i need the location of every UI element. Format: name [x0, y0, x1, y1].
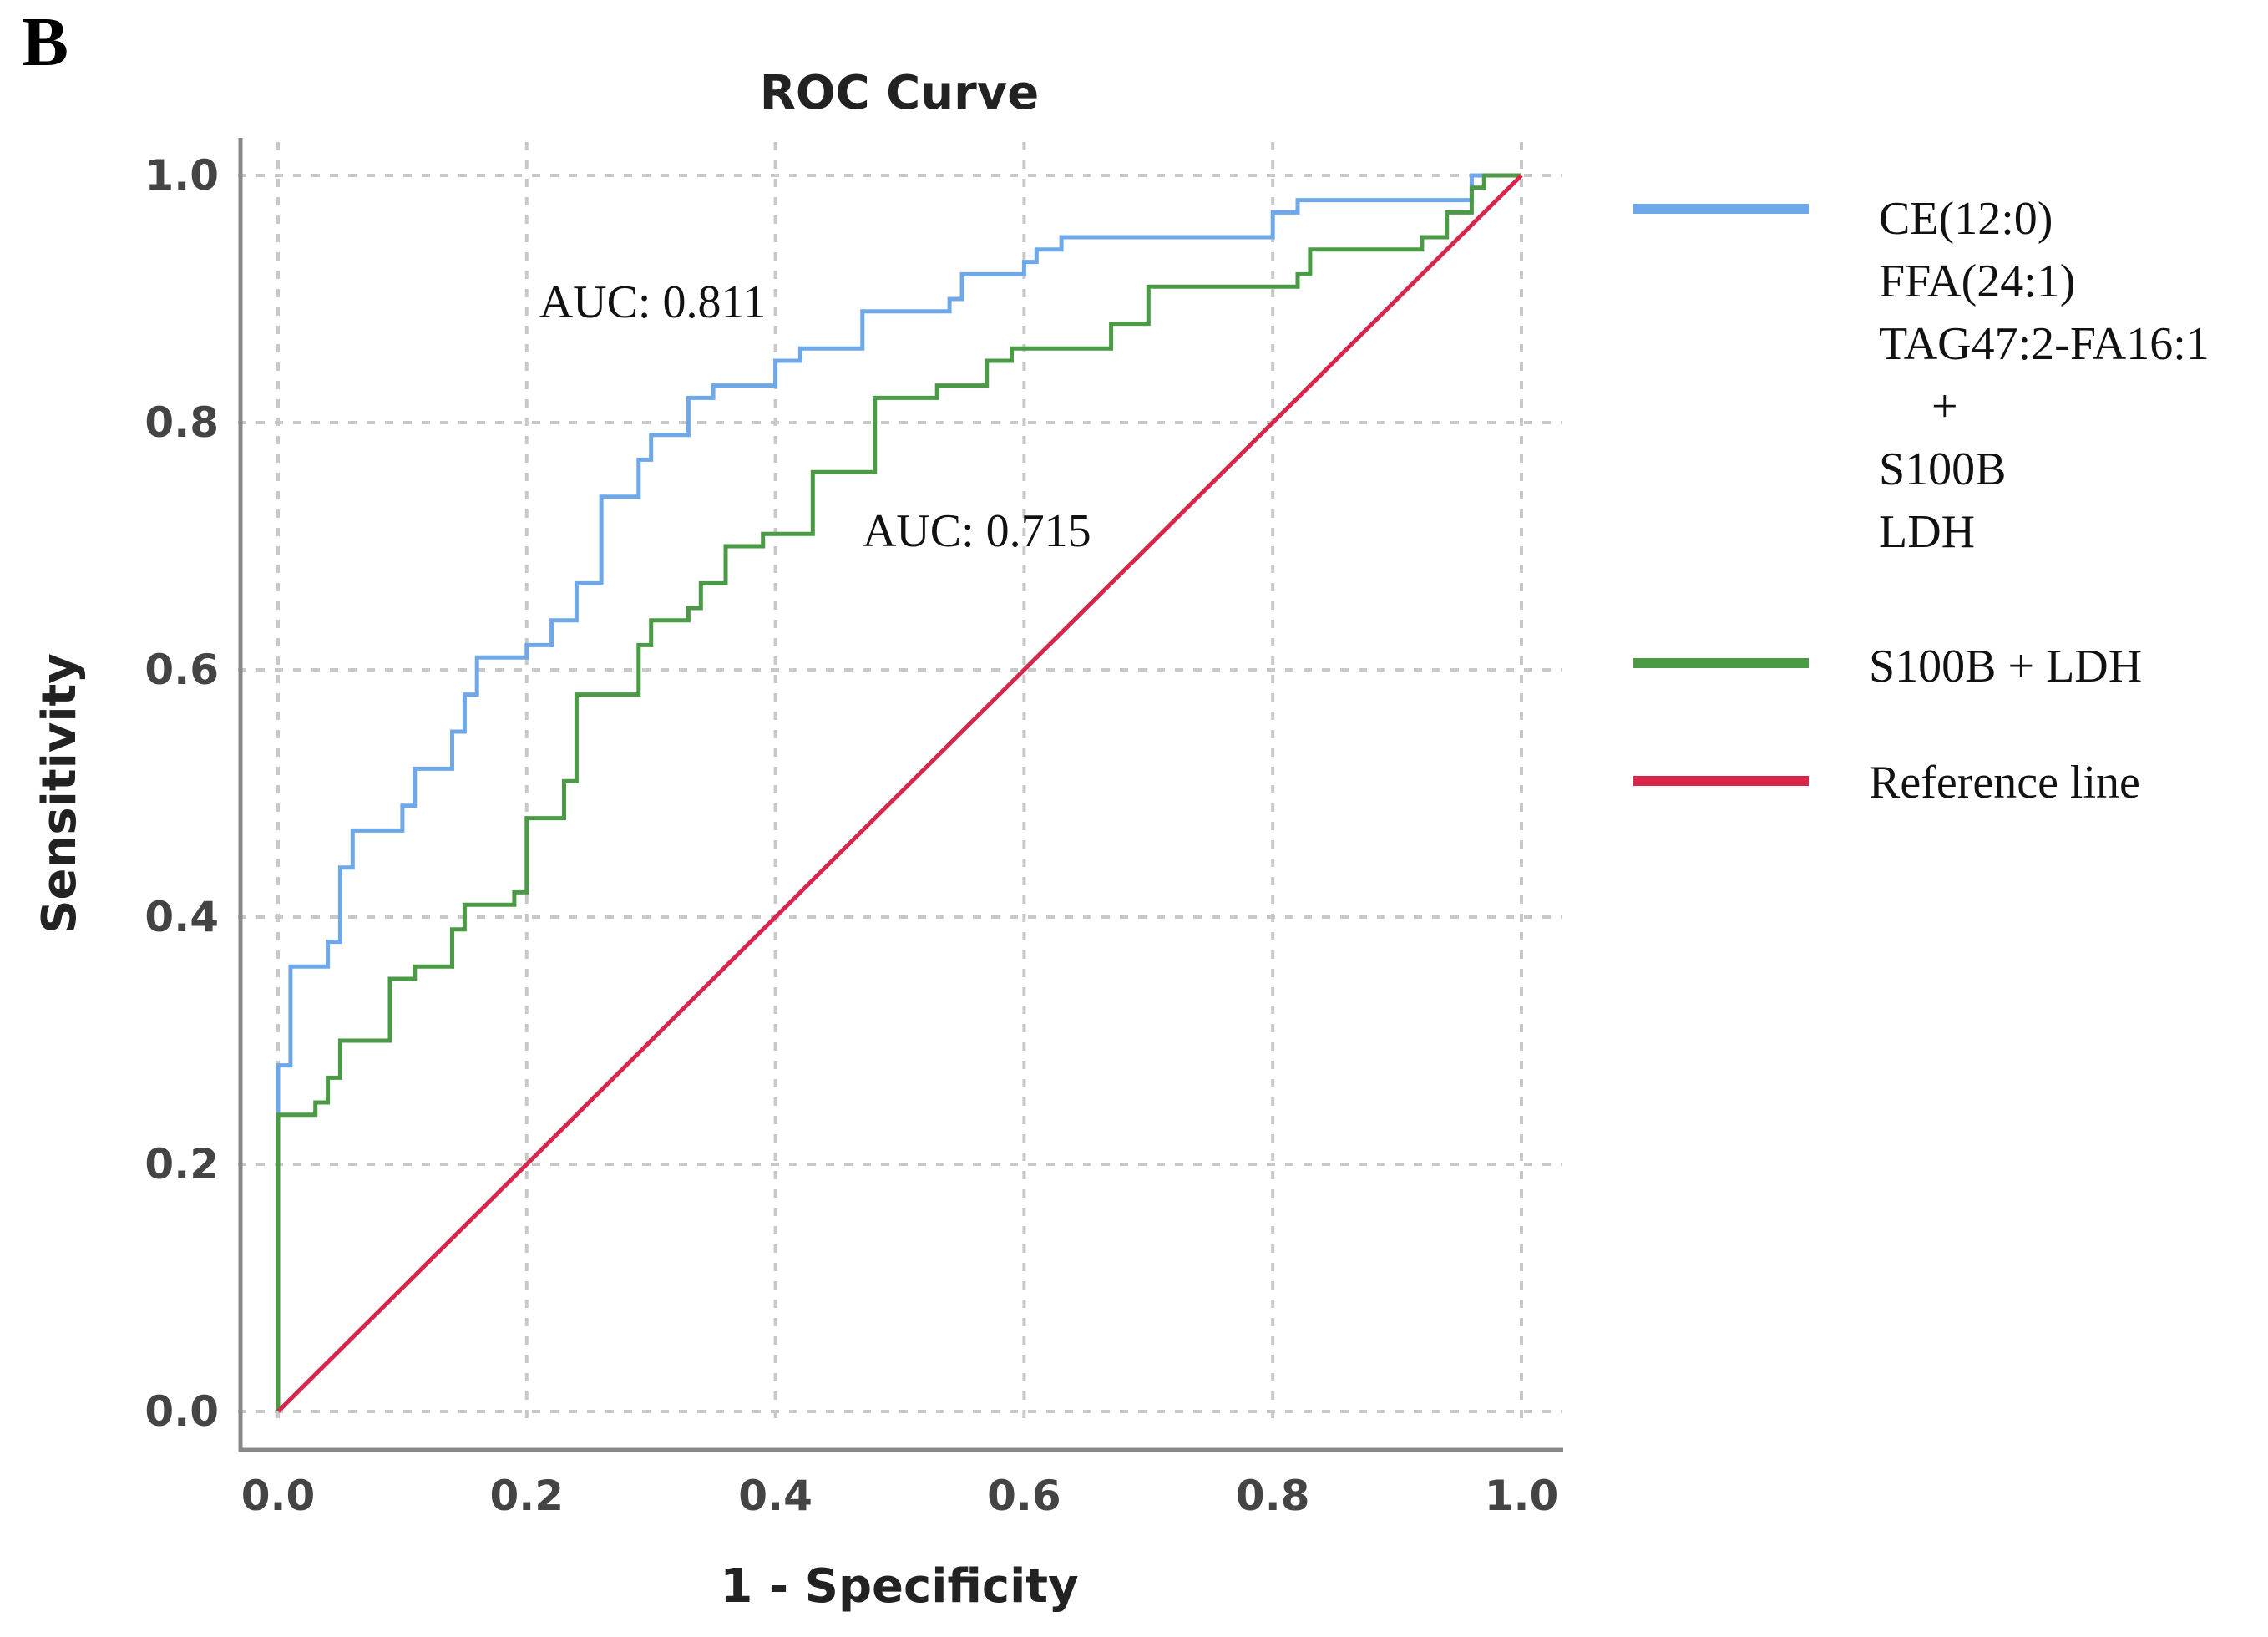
x-axis-label: 1 - Specificity [720, 1559, 1078, 1614]
x-tick-label: 0.6 [987, 1472, 1061, 1520]
grid-lines [238, 142, 1562, 1420]
auc-label-s100b-ldh: AUC: 0.715 [863, 505, 1091, 557]
x-tick-label: 1.0 [1485, 1472, 1559, 1520]
legend-line: S100B [1879, 443, 2007, 495]
axes [238, 138, 1563, 1452]
y-tick-label: 1.0 [144, 151, 219, 200]
auc-label-combined: AUC: 0.811 [539, 276, 767, 328]
x-tick-label: 0.0 [241, 1472, 316, 1520]
legend-label-reference: Reference line [1869, 757, 2140, 808]
legend-line: TAG47:2-FA16:1 [1879, 318, 2210, 370]
legend: CE(12:0) FFA(24:1) TAG47:2-FA16:1 + S100… [1633, 193, 2221, 808]
legend-line: + [1931, 381, 1958, 433]
roc-line-s100b-ldh [276, 173, 1521, 1411]
y-tick-label: 0.8 [144, 398, 219, 447]
x-tick-label: 0.2 [490, 1472, 564, 1520]
y-tick-label: 0.6 [144, 646, 219, 694]
legend-label-s100b-ldh: S100B + LDH [1869, 641, 2142, 692]
y-tick-label: 0.4 [144, 893, 219, 941]
tick-labels: 0.0 0.0 0.2 0.2 0.4 0.4 0.6 0.6 0.8 0.8 1.0 1.0 [144, 151, 1558, 1520]
x-tick-label: 0.8 [1236, 1472, 1310, 1520]
chart-title: ROC Curve [760, 66, 1039, 120]
y-tick-label: 0.2 [144, 1140, 219, 1188]
reference-line [276, 174, 1523, 1413]
legend-line: FFA(24:1) [1879, 256, 2075, 307]
legend-line: LDH [1879, 506, 1975, 558]
y-axis-label: Sensitivity [33, 653, 87, 934]
legend-label-combined: CE(12:0) FFA(24:1) TAG47:2-FA16:1 + S100… [1879, 193, 2221, 558]
x-tick-label: 0.4 [738, 1472, 813, 1520]
legend-line: CE(12:0) [1879, 193, 2053, 245]
panel-label: B [22, 3, 68, 81]
series-lines [276, 173, 1523, 1413]
y-tick-label: 0.0 [144, 1387, 219, 1436]
roc-line-combined [276, 173, 1521, 1411]
